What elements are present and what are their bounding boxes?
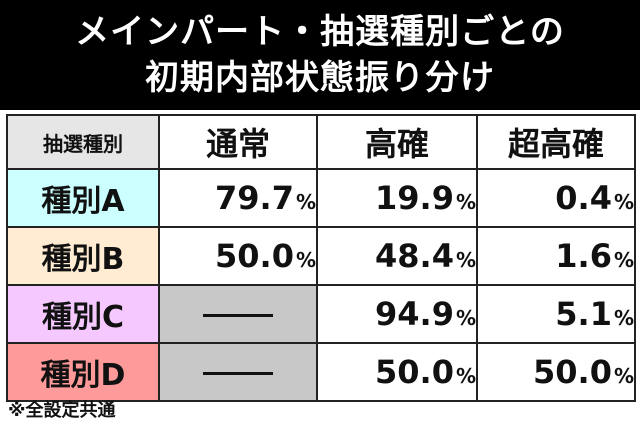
row-label: 種別D bbox=[6, 342, 160, 402]
percent-unit: % bbox=[455, 190, 476, 214]
percent-unit: % bbox=[613, 364, 634, 388]
value-number: 48.4 bbox=[375, 237, 454, 275]
row-label: 種別A bbox=[6, 168, 160, 228]
percent-unit: % bbox=[455, 306, 476, 330]
value-cell: 50.0% bbox=[476, 342, 636, 402]
value-cell: 50.0% bbox=[158, 226, 318, 286]
value-cell: 1.6% bbox=[476, 226, 636, 286]
percent-unit: % bbox=[613, 306, 634, 330]
percent-unit: % bbox=[455, 248, 476, 272]
column-header-normal: 通常 bbox=[158, 114, 318, 170]
percent-unit: % bbox=[295, 190, 316, 214]
value-number: 50.0 bbox=[215, 237, 294, 275]
table-row: 種別C 94.9% 5.1% bbox=[6, 284, 636, 344]
value-number: 79.7 bbox=[215, 179, 294, 217]
header-row: 抽選種別 通常 高確 超高確 bbox=[6, 114, 636, 170]
percent-unit: % bbox=[613, 248, 634, 272]
percent-unit: % bbox=[613, 190, 634, 214]
value-number: 94.9 bbox=[375, 295, 454, 333]
dash-mark bbox=[203, 313, 273, 317]
distribution-table: 抽選種別 通常 高確 超高確 種別A 79.7% 19.9% 0.4% 種別B … bbox=[6, 114, 636, 402]
column-header-high: 高確 bbox=[316, 114, 478, 170]
value-cell: 48.4% bbox=[316, 226, 478, 286]
title-banner: メインパート・抽選種別ごとの 初期内部状態振り分け bbox=[0, 0, 640, 110]
row-label: 種別C bbox=[6, 284, 160, 344]
row-label: 種別B bbox=[6, 226, 160, 286]
column-header-super-high: 超高確 bbox=[476, 114, 636, 170]
percent-unit: % bbox=[455, 364, 476, 388]
value-cell: 79.7% bbox=[158, 168, 318, 228]
value-number: 50.0 bbox=[375, 353, 454, 391]
value-number: 19.9 bbox=[375, 179, 454, 217]
dash-mark bbox=[203, 371, 273, 375]
value-cell: 0.4% bbox=[476, 168, 636, 228]
table-row: 種別A 79.7% 19.9% 0.4% bbox=[6, 168, 636, 228]
title-line-1: メインパート・抽選種別ごとの bbox=[75, 12, 565, 52]
title-line-2: 初期内部状態振り分け bbox=[145, 58, 495, 98]
table-row: 種別D 50.0% 50.0% bbox=[6, 342, 636, 402]
not-applicable-cell bbox=[158, 342, 318, 402]
value-number: 0.4 bbox=[555, 179, 612, 217]
percent-unit: % bbox=[295, 248, 316, 272]
value-cell: 19.9% bbox=[316, 168, 478, 228]
value-cell: 94.9% bbox=[316, 284, 478, 344]
corner-header: 抽選種別 bbox=[6, 114, 160, 170]
value-cell: 5.1% bbox=[476, 284, 636, 344]
value-number: 50.0 bbox=[533, 353, 612, 391]
table-row: 種別B 50.0% 48.4% 1.6% bbox=[6, 226, 636, 286]
value-number: 5.1 bbox=[555, 295, 612, 333]
value-number: 1.6 bbox=[555, 237, 612, 275]
footnote: ※全設定共通 bbox=[8, 400, 116, 421]
not-applicable-cell bbox=[158, 284, 318, 344]
value-cell: 50.0% bbox=[316, 342, 478, 402]
